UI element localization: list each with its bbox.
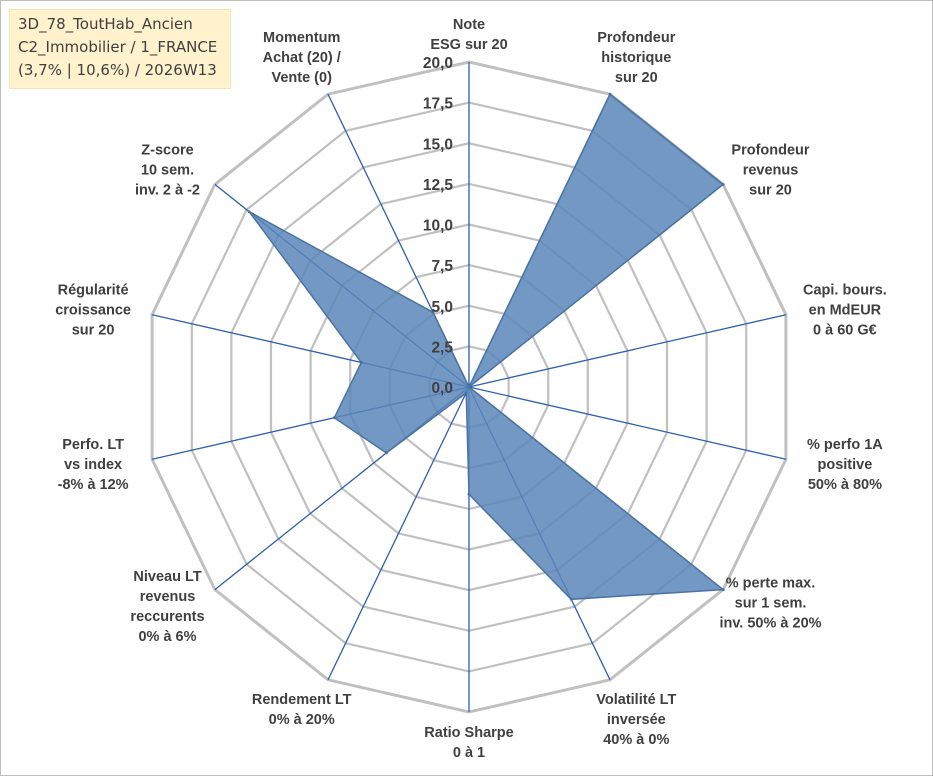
category-label-line: Perfo. LT — [62, 437, 124, 453]
category-label-4: % perfo 1A positive 50% à 80% — [807, 437, 883, 493]
category-label-line: % perte max. — [726, 576, 815, 592]
category-label-line: Capi. bours. — [803, 282, 887, 298]
category-label-8: Rendement LT 0% à 20% — [252, 692, 352, 728]
category-label-line: Achat (20) / — [263, 50, 341, 66]
tick-label: 7,5 — [431, 258, 453, 275]
radar-series — [247, 92, 726, 601]
spoke-4 — [468, 386, 787, 460]
category-label-line: vs index — [64, 457, 122, 473]
series-point-11 — [359, 360, 363, 364]
category-label-line: % perfo 1A — [807, 437, 883, 453]
category-label-3: Capi. bours. en MdEUR 0 à 60 G€ — [803, 282, 887, 338]
category-label-line: en MdEUR — [809, 302, 882, 318]
category-label-line: historique — [601, 50, 671, 66]
category-label-line: Note — [453, 17, 485, 33]
series-point-6 — [569, 597, 573, 601]
tick-label: 0,0 — [431, 380, 453, 397]
category-label-6: Volatilité LT inversée 40% à 0% — [596, 692, 676, 748]
category-label-10: Perfo. LT vs index -8% à 12% — [58, 437, 129, 493]
tick-label: 10,0 — [423, 218, 453, 235]
series-point-4 — [467, 385, 471, 389]
category-label-line: 0% à 6% — [138, 629, 196, 645]
category-label-7: Ratio Sharpe 0 à 1 — [424, 725, 513, 761]
category-label-line: croissance — [55, 302, 131, 318]
category-label-line: Volatilité LT — [596, 692, 676, 708]
category-label-line: reccurents — [130, 609, 204, 625]
radar-tick-labels: 0,0 2,5 5,0 7,5 10,0 12,5 15,0 17,5 20,0 — [423, 55, 454, 397]
category-label-1: Profondeur historique sur 20 — [597, 30, 675, 86]
category-label-line: 10 sem. — [141, 162, 194, 178]
category-label-line: inv. 2 à -2 — [135, 182, 200, 198]
category-label-line: inversée — [607, 712, 666, 728]
series-point-9 — [384, 451, 388, 455]
category-label-line: sur 1 sem. — [735, 596, 807, 612]
category-label-line: -8% à 12% — [58, 477, 129, 493]
spoke-3 — [468, 314, 787, 388]
title-line-2: C2_Immobilier / 1_FRANCE — [18, 38, 218, 56]
category-label-line: 50% à 80% — [808, 477, 882, 493]
series-point-13 — [431, 310, 435, 314]
category-label-line: inv. 50% à 20% — [719, 616, 821, 632]
category-label-line: 0% à 20% — [269, 712, 335, 728]
title-line-1: 3D_78_ToutHab_Ancien — [18, 15, 193, 33]
category-label-line: sur 20 — [615, 70, 658, 86]
category-label-line: revenus — [140, 589, 196, 605]
category-label-12: Z-score 10 sem. inv. 2 à -2 — [135, 142, 200, 198]
category-label-2: Profondeur revenus sur 20 — [731, 142, 809, 198]
category-label-line: 0 à 1 — [453, 745, 485, 761]
chart-title-box: 3D_78_ToutHab_Ancien C2_Immobilier / 1_F… — [9, 9, 231, 89]
category-label-0: Note ESG sur 20 — [430, 17, 507, 53]
tick-label: 2,5 — [431, 339, 453, 356]
category-label-line: 0 à 60 G€ — [813, 322, 877, 338]
category-label-11: Régularité croissance sur 20 — [55, 282, 131, 338]
category-label-line: positive — [818, 457, 873, 473]
category-label-line: sur 20 — [749, 182, 792, 198]
category-label-line: 40% à 0% — [603, 732, 669, 748]
tick-label: 15,0 — [423, 136, 453, 153]
tick-label: 20,0 — [423, 55, 453, 72]
category-label-line: Ratio Sharpe — [424, 725, 513, 741]
category-label-line: sur 20 — [72, 322, 115, 338]
category-label-line: revenus — [743, 162, 799, 178]
series-point-5 — [721, 588, 725, 592]
category-label-line: Rendement LT — [252, 692, 352, 708]
tick-label: 12,5 — [423, 177, 454, 194]
series-point-7 — [467, 492, 471, 496]
category-label-line: Momentum — [263, 30, 340, 46]
category-label-13: Momentum Achat (20) / Vente (0) — [263, 30, 341, 86]
series-point-2 — [721, 182, 725, 186]
series-area-0 — [248, 93, 726, 601]
category-label-line: Profondeur — [731, 142, 809, 158]
tick-label: 17,5 — [423, 96, 454, 113]
category-label-line: Niveau LT — [133, 569, 201, 585]
category-label-line: Régularité — [58, 282, 129, 298]
series-point-12 — [247, 210, 251, 214]
category-label-line: Vente (0) — [271, 70, 332, 86]
series-point-8 — [464, 391, 468, 395]
spoke-8 — [327, 386, 470, 681]
category-label-line: Z-score — [141, 142, 193, 158]
series-point-10 — [332, 416, 336, 420]
category-label-5: % perte max. sur 1 sem. inv. 50% à 20% — [719, 576, 821, 632]
category-label-9: Niveau LT revenus reccurents 0% à 6% — [130, 569, 204, 645]
category-label-line: ESG sur 20 — [430, 37, 507, 53]
tick-label: 5,0 — [431, 299, 453, 316]
title-line-3: (3,7% | 10,6%) / 2026W13 — [18, 61, 217, 79]
radar-category-labels: Note ESG sur 20 Profondeur historique sur 20… — [55, 17, 887, 761]
category-label-line: Profondeur — [597, 30, 675, 46]
series-point-1 — [608, 92, 612, 96]
